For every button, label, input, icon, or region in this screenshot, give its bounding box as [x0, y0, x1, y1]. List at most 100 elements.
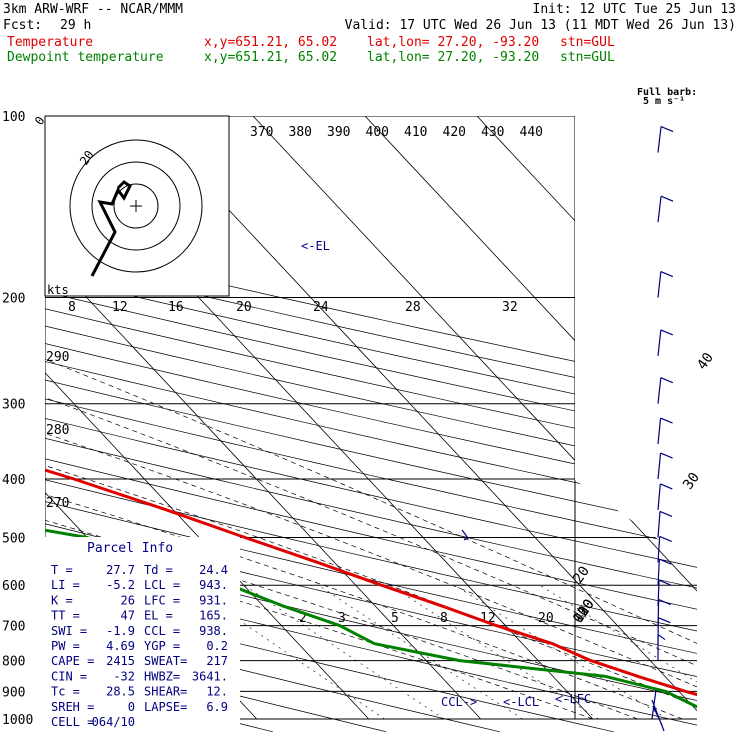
wind-barb-shaft: [657, 511, 661, 538]
wind-barb-flag: [660, 483, 673, 490]
surface-wind-barbs: [651, 689, 665, 732]
wind-barb-flag: [658, 599, 671, 606]
pressure-label-900: 900: [2, 685, 25, 700]
wind-key-line1: Full barb:: [637, 87, 697, 98]
isotherm-label: 20: [570, 563, 593, 586]
mixing-ratio-label: 3: [338, 611, 346, 626]
wind-barb-shaft: [657, 377, 662, 404]
wind-barb-flag: [660, 126, 674, 133]
wind-barb-shaft: [657, 559, 660, 586]
theta-e-label: 8: [68, 300, 76, 315]
theta-lower-label: 290: [46, 350, 69, 365]
parcel-label-left: SREH =: [51, 700, 94, 714]
parcel-value-right: 3641.: [192, 669, 228, 683]
parcel-value-right: 12.: [206, 685, 228, 699]
theta-e-label: 32: [502, 300, 518, 315]
init-time: Init: 12 UTC Tue 25 Jun 13: [532, 2, 737, 17]
pressure-label-1000: 1000: [2, 713, 33, 728]
wind-barb-flag: [660, 329, 674, 336]
hodograph-units: kts: [47, 283, 69, 297]
wind-barb-column: Full barb:5 m s⁻¹: [637, 87, 697, 732]
pressure-label-600: 600: [2, 579, 25, 594]
pressure-label-100: 100: [2, 110, 25, 125]
theta-label: 380: [289, 125, 312, 140]
parcel-value-left: 2415: [106, 654, 135, 668]
hodograph-ring-mid: [91, 161, 181, 251]
parcel-value-right: 24.4: [199, 563, 228, 577]
dewpoint-legend-label: Dewpoint temperature: [7, 50, 164, 65]
isotherm-line: [252, 116, 697, 720]
wind-barb-flag: [660, 270, 674, 278]
parcel-label-right: Td =: [144, 563, 173, 577]
wind-barb-flag: [658, 617, 671, 624]
isotherm-line: [140, 116, 697, 720]
theta-e-label: 28: [405, 300, 421, 315]
wind-barb-flag: [660, 417, 673, 424]
wind-barb-shaft: [657, 452, 662, 480]
hodograph-ring-label: 20: [77, 148, 97, 168]
pressure-label-400: 400: [2, 473, 25, 488]
parcel-label-left: Tc =: [51, 685, 80, 699]
moist-adiabat: [45, 297, 697, 720]
wind-barb-shaft: [657, 126, 662, 153]
parcel-value-right: 943.: [199, 578, 228, 592]
moist-adiabat: [45, 297, 697, 720]
theta-e-label: 12: [112, 300, 128, 315]
theta-label: 410: [404, 125, 427, 140]
parcel-label-left: CIN =: [51, 669, 87, 683]
lcl-marker: <-LCL: [503, 695, 539, 709]
parcel-box-bg: [45, 537, 240, 727]
level-markers: <-EL CCL-> <-LCL <-LFC: [301, 239, 591, 709]
dry-adiabat: [45, 116, 697, 733]
isotherm-label: 40: [694, 350, 717, 373]
hodograph-ring-inner: [113, 183, 159, 229]
parcel-label-right: EL =: [144, 609, 173, 623]
isotherm-line: [45, 116, 482, 720]
moist-adiabat: [45, 297, 697, 720]
parcel-value-left: 47: [121, 609, 135, 623]
parcel-value-right: 217: [206, 654, 228, 668]
parcel-label-right: CCL =: [144, 624, 180, 638]
theta-e-label: 24: [313, 300, 329, 315]
forecast-label: Fcst:: [3, 18, 43, 33]
parcel-info-box: Parcel Info T = 27.7 Td = 24.4 LI = -5.2 LCL = 9…: [45, 537, 240, 729]
el-marker: <-EL: [301, 239, 330, 253]
dry-adiabat: [45, 116, 697, 733]
parcel-value-right: 938.: [199, 624, 228, 638]
parcel-label-right: LCL =: [144, 578, 180, 592]
wind-barb-shaft: [657, 483, 661, 510]
parcel-label-left: K =: [51, 593, 73, 607]
temperature-station: stn=GUL: [560, 35, 615, 50]
wind-barb-flag: [660, 452, 673, 459]
theta-label: 370: [250, 125, 273, 140]
pressure-label-200: 200: [2, 292, 25, 307]
parcel-label-left: TT =: [51, 609, 80, 623]
wind-barb-flag: [659, 510, 673, 518]
dry-adiabat: [45, 116, 697, 733]
moist-adiabat: [45, 297, 683, 720]
wind-barb-shaft: [657, 329, 662, 357]
parcel-label-right: LFC =: [144, 593, 180, 607]
isotherm-label: 10: [570, 603, 593, 626]
dry-adiabat: [45, 116, 697, 733]
wind-barb-flag: [657, 634, 666, 641]
dewpoint-xy: x,y=651.21, 65.02: [204, 50, 338, 65]
mixing-ratio-label: 20: [538, 611, 554, 626]
parcel-value-left: -1.9: [106, 624, 135, 638]
dewpoint-station: stn=GUL: [560, 50, 615, 65]
parcel-value-left: -5.2: [106, 578, 135, 592]
wind-barb-flag: [659, 558, 672, 565]
parcel-value-right: 0.2: [206, 639, 228, 653]
dry-adiabat: [45, 116, 614, 733]
forecast-hour: 29 h: [60, 18, 92, 33]
theta-label: 400: [366, 125, 389, 140]
lfc-marker: <-LFC: [555, 692, 591, 706]
isotherm-line: [476, 116, 697, 720]
temperature-profile: [45, 116, 697, 720]
theta-lower-label: 270: [46, 496, 69, 511]
hodograph-trace: [90, 180, 132, 277]
dry-adiabat: [45, 116, 500, 733]
wind-barb-flag: [660, 195, 674, 202]
theta-e-label: 16: [168, 300, 184, 315]
dry-adiabat: [45, 116, 697, 733]
